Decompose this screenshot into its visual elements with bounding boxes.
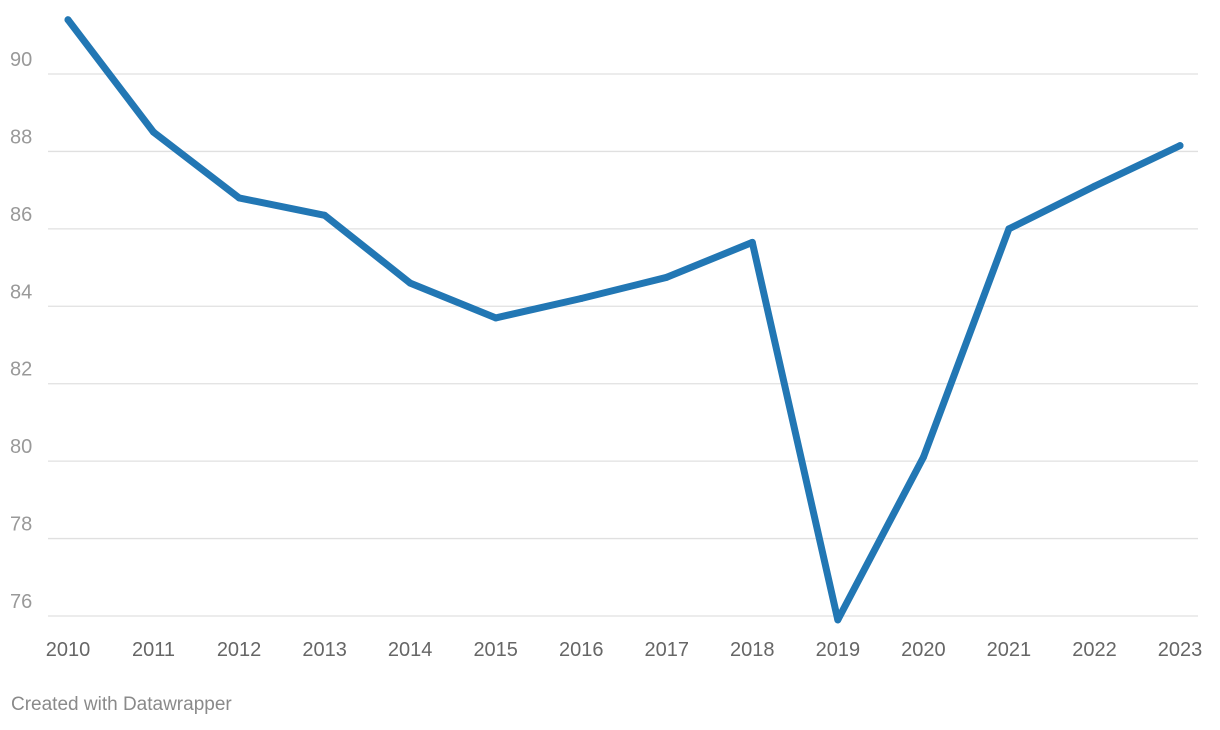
- x-tick-label-2015: 2015: [473, 639, 518, 661]
- y-tick-label-88: 88: [10, 126, 32, 148]
- x-axis-ticks: 2010 2011 2012 2013 2014 2015 2016 2017 2018 2019…: [46, 639, 1203, 661]
- y-tick-label-78: 78: [10, 514, 32, 536]
- data-point-2022: [1090, 182, 1098, 190]
- y-tick-label-82: 82: [10, 359, 32, 381]
- datawrapper-credit: Created with Datawrapper: [11, 694, 232, 715]
- data-point-2023: [1176, 142, 1184, 150]
- x-tick-label-2014: 2014: [388, 639, 433, 661]
- x-tick-label-2010: 2010: [46, 639, 91, 661]
- y-tick-label-84: 84: [10, 281, 32, 303]
- x-tick-label-2020: 2020: [901, 639, 946, 661]
- data-point-2017: [663, 273, 671, 281]
- gridlines: [48, 73, 1198, 617]
- x-tick-label-2021: 2021: [987, 639, 1032, 661]
- x-tick-label-2019: 2019: [816, 639, 861, 661]
- x-tick-label-2023: 2023: [1158, 639, 1203, 661]
- data-point-2018: [748, 238, 756, 246]
- data-point-2013: [321, 211, 329, 219]
- y-tick-label-80: 80: [10, 436, 32, 458]
- series-line-0: [64, 16, 1184, 624]
- data-point-2019: [834, 616, 842, 624]
- data-point-2011: [150, 128, 158, 136]
- data-point-2010: [64, 16, 72, 24]
- data-point-2021: [1005, 225, 1013, 233]
- y-tick-label-76: 76: [10, 591, 32, 613]
- data-point-2016: [577, 295, 585, 303]
- x-tick-label-2017: 2017: [645, 639, 690, 661]
- x-tick-label-2016: 2016: [559, 639, 604, 661]
- x-tick-label-2018: 2018: [730, 639, 775, 661]
- data-point-2020: [919, 453, 927, 461]
- y-tick-label-90: 90: [10, 49, 32, 71]
- x-tick-label-2013: 2013: [302, 639, 347, 661]
- data-point-2014: [406, 279, 414, 287]
- x-tick-label-2011: 2011: [132, 639, 175, 661]
- x-tick-label-2012: 2012: [217, 639, 262, 661]
- y-axis-ticks: 76 78 80 82 84 86 88 90: [10, 49, 32, 613]
- data-point-2015: [492, 314, 500, 322]
- series-layer: [64, 16, 1184, 624]
- data-point-2012: [235, 194, 243, 202]
- y-tick-label-86: 86: [10, 204, 32, 226]
- x-tick-label-2022: 2022: [1072, 639, 1117, 661]
